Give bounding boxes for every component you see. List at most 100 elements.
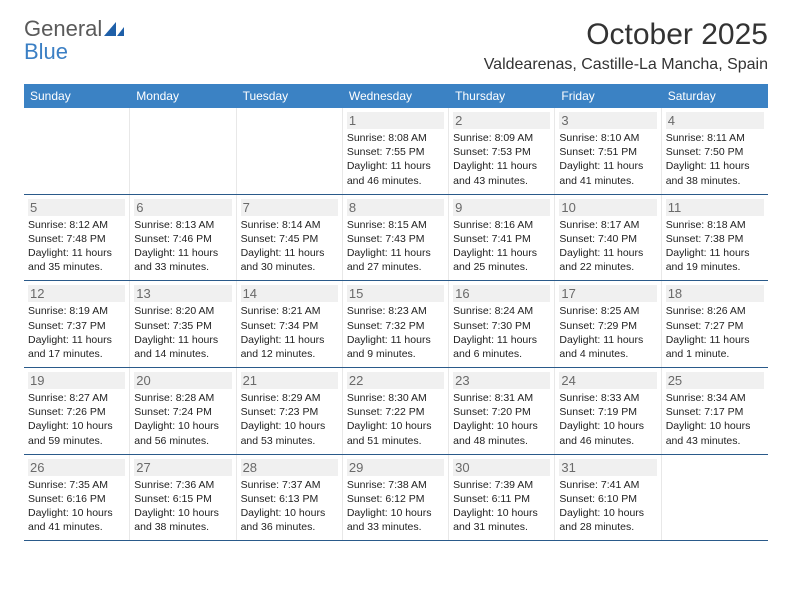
day-info: Sunrise: 8:34 AMSunset: 7:17 PMDaylight:… [666, 391, 764, 448]
sunrise-text: Sunrise: 8:08 AM [347, 131, 444, 145]
daylight-text: Daylight: 11 hours and 38 minutes. [666, 159, 764, 187]
weekday-header: Saturday [662, 84, 768, 108]
day-info: Sunrise: 7:35 AMSunset: 6:16 PMDaylight:… [28, 478, 125, 535]
daylight-text: Daylight: 10 hours and 36 minutes. [241, 506, 338, 534]
sunrise-text: Sunrise: 8:30 AM [347, 391, 444, 405]
daylight-text: Daylight: 11 hours and 46 minutes. [347, 159, 444, 187]
day-number: 11 [666, 199, 764, 216]
sunset-text: Sunset: 7:35 PM [134, 319, 231, 333]
day-info: Sunrise: 7:36 AMSunset: 6:15 PMDaylight:… [134, 478, 231, 535]
sunrise-text: Sunrise: 8:17 AM [559, 218, 656, 232]
daylight-text: Daylight: 11 hours and 27 minutes. [347, 246, 444, 274]
daylight-text: Daylight: 11 hours and 22 minutes. [559, 246, 656, 274]
day-info: Sunrise: 7:38 AMSunset: 6:12 PMDaylight:… [347, 478, 444, 535]
sunrise-text: Sunrise: 8:18 AM [666, 218, 764, 232]
day-cell: 6Sunrise: 8:13 AMSunset: 7:46 PMDaylight… [130, 195, 236, 281]
sunset-text: Sunset: 6:11 PM [453, 492, 550, 506]
day-cell: 4Sunrise: 8:11 AMSunset: 7:50 PMDaylight… [662, 108, 768, 194]
sunset-text: Sunset: 7:32 PM [347, 319, 444, 333]
sunset-text: Sunset: 7:23 PM [241, 405, 338, 419]
day-info: Sunrise: 8:24 AMSunset: 7:30 PMDaylight:… [453, 304, 550, 361]
day-number: 4 [666, 112, 764, 129]
day-number: 21 [241, 372, 338, 389]
daylight-text: Daylight: 11 hours and 1 minute. [666, 333, 764, 361]
sunrise-text: Sunrise: 8:28 AM [134, 391, 231, 405]
weekday-header: Wednesday [343, 84, 449, 108]
header: General Blue October 2025 Valdearenas, C… [24, 18, 768, 74]
daylight-text: Daylight: 11 hours and 30 minutes. [241, 246, 338, 274]
day-info: Sunrise: 8:14 AMSunset: 7:45 PMDaylight:… [241, 218, 338, 275]
daylight-text: Daylight: 11 hours and 25 minutes. [453, 246, 550, 274]
daylight-text: Daylight: 10 hours and 59 minutes. [28, 419, 125, 447]
sunrise-text: Sunrise: 8:31 AM [453, 391, 550, 405]
daylight-text: Daylight: 10 hours and 28 minutes. [559, 506, 656, 534]
sunset-text: Sunset: 7:51 PM [559, 145, 656, 159]
day-cell: 22Sunrise: 8:30 AMSunset: 7:22 PMDayligh… [343, 368, 449, 454]
logo-text-block: General Blue [24, 18, 124, 64]
weeks-container: 1Sunrise: 8:08 AMSunset: 7:55 PMDaylight… [24, 108, 768, 541]
sunrise-text: Sunrise: 8:21 AM [241, 304, 338, 318]
day-number: 23 [453, 372, 550, 389]
day-number: 20 [134, 372, 231, 389]
day-cell [130, 108, 236, 194]
sunrise-text: Sunrise: 7:37 AM [241, 478, 338, 492]
day-info: Sunrise: 8:23 AMSunset: 7:32 PMDaylight:… [347, 304, 444, 361]
day-cell: 3Sunrise: 8:10 AMSunset: 7:51 PMDaylight… [555, 108, 661, 194]
daylight-text: Daylight: 10 hours and 31 minutes. [453, 506, 550, 534]
sunrise-text: Sunrise: 8:26 AM [666, 304, 764, 318]
location: Valdearenas, Castille-La Mancha, Spain [484, 56, 768, 74]
day-info: Sunrise: 8:12 AMSunset: 7:48 PMDaylight:… [28, 218, 125, 275]
sunset-text: Sunset: 7:27 PM [666, 319, 764, 333]
week-row: 1Sunrise: 8:08 AMSunset: 7:55 PMDaylight… [24, 108, 768, 195]
day-number: 14 [241, 285, 338, 302]
day-info: Sunrise: 8:15 AMSunset: 7:43 PMDaylight:… [347, 218, 444, 275]
sunrise-text: Sunrise: 8:23 AM [347, 304, 444, 318]
day-cell: 31 Sunrise: 7:41 AMSunset: 6:10 PMDayligh… [555, 455, 661, 541]
sunrise-text: Sunrise: 7:41 AM [559, 478, 656, 492]
weekday-header-row: Sunday Monday Tuesday Wednesday Thursday… [24, 84, 768, 108]
sunrise-text: Sunrise: 8:15 AM [347, 218, 444, 232]
sunset-text: Sunset: 7:26 PM [28, 405, 125, 419]
day-info: Sunrise: 8:21 AMSunset: 7:34 PMDaylight:… [241, 304, 338, 361]
day-number: 30 [453, 459, 550, 476]
day-info: Sunrise: 8:25 AMSunset: 7:29 PMDaylight:… [559, 304, 656, 361]
day-number: 12 [28, 285, 125, 302]
sunrise-text: Sunrise: 8:12 AM [28, 218, 125, 232]
day-cell: 2Sunrise: 8:09 AMSunset: 7:53 PMDaylight… [449, 108, 555, 194]
day-number: 31 [559, 459, 656, 476]
daylight-text: Daylight: 11 hours and 4 minutes. [559, 333, 656, 361]
weekday-header: Thursday [449, 84, 555, 108]
sunset-text: Sunset: 7:17 PM [666, 405, 764, 419]
daylight-text: Daylight: 11 hours and 17 minutes. [28, 333, 125, 361]
day-number: 25 [666, 372, 764, 389]
day-cell [662, 455, 768, 541]
sunset-text: Sunset: 7:22 PM [347, 405, 444, 419]
day-cell: 25 Sunrise: 8:34 AMSunset: 7:17 PMDayligh… [662, 368, 768, 454]
day-cell: 30Sunrise: 7:39 AMSunset: 6:11 PMDayligh… [449, 455, 555, 541]
day-info: Sunrise: 7:37 AMSunset: 6:13 PMDaylight:… [241, 478, 338, 535]
day-cell: 26Sunrise: 7:35 AMSunset: 6:16 PMDayligh… [24, 455, 130, 541]
day-cell: 9Sunrise: 8:16 AMSunset: 7:41 PMDaylight… [449, 195, 555, 281]
sunset-text: Sunset: 7:34 PM [241, 319, 338, 333]
day-info: Sunrise: 8:18 AMSunset: 7:38 PMDaylight:… [666, 218, 764, 275]
day-cell: 20 Sunrise: 8:28 AMSunset: 7:24 PMDayligh… [130, 368, 236, 454]
day-number: 2 [453, 112, 550, 129]
sunrise-text: Sunrise: 8:33 AM [559, 391, 656, 405]
day-cell [24, 108, 130, 194]
day-cell: 19Sunrise: 8:27 AMSunset: 7:26 PMDayligh… [24, 368, 130, 454]
day-cell [237, 108, 343, 194]
sunset-text: Sunset: 6:10 PM [559, 492, 656, 506]
sunset-text: Sunset: 7:45 PM [241, 232, 338, 246]
week-row: 12Sunrise: 8:19 AMSunset: 7:37 PMDayligh… [24, 281, 768, 368]
daylight-text: Daylight: 11 hours and 33 minutes. [134, 246, 231, 274]
daylight-text: Daylight: 11 hours and 35 minutes. [28, 246, 125, 274]
day-cell: 23Sunrise: 8:31 AMSunset: 7:20 PMDayligh… [449, 368, 555, 454]
day-number: 16 [453, 285, 550, 302]
daylight-text: Daylight: 10 hours and 56 minutes. [134, 419, 231, 447]
day-cell: 24Sunrise: 8:33 AMSunset: 7:19 PMDayligh… [555, 368, 661, 454]
day-info: Sunrise: 8:28 AMSunset: 7:24 PMDaylight:… [134, 391, 231, 448]
title-block: October 2025 Valdearenas, Castille-La Ma… [484, 18, 768, 74]
calendar-grid: Sunday Monday Tuesday Wednesday Thursday… [24, 84, 768, 541]
day-cell: 27Sunrise: 7:36 AMSunset: 6:15 PMDayligh… [130, 455, 236, 541]
week-row: 26Sunrise: 7:35 AMSunset: 6:16 PMDayligh… [24, 455, 768, 542]
